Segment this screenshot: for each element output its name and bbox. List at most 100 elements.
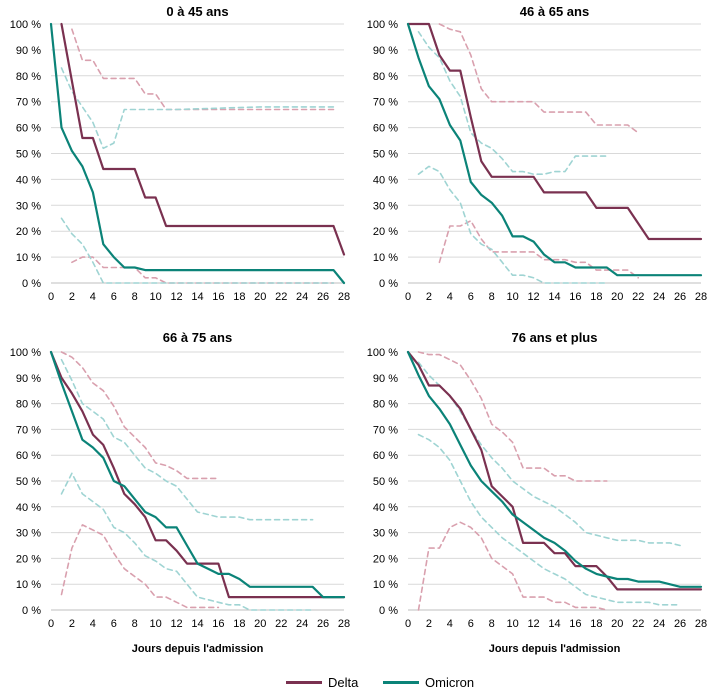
chart-panel-1: 0 % 10 % 20 % 30 % 40 % 50 % 60 % 70 % 80 % 90 % 1… [10,4,350,303]
ci-line-delta [438,23,639,134]
ci-line-omicron [60,358,314,521]
y-tick-label: 40 % [16,502,41,514]
y-tick-label: 20 % [16,553,41,565]
x-tick-label: 14 [548,291,560,303]
y-tick-label: 30 % [373,200,398,212]
y-tick-label: 100 % [367,347,398,359]
x-tick-label: 8 [132,291,138,303]
x-tick-label: 2 [426,291,432,303]
x-tick-label: 26 [317,618,329,630]
y-tick-label: 80 % [373,71,398,83]
y-tick-label: 50 % [373,476,398,488]
x-tick-label: 12 [170,618,182,630]
x-tick-label: 2 [69,291,75,303]
x-tick-label: 6 [111,618,117,630]
ci-line-omicron [417,361,681,547]
y-tick-label: 0 % [379,605,398,617]
series-line-omicron [406,350,703,588]
ci-line-delta [417,521,608,611]
x-tick-label: 22 [632,291,644,303]
x-tick-label: 12 [527,618,539,630]
y-tick-label: 60 % [16,123,41,135]
y-tick-label: 0 % [22,278,41,290]
chart-panel-4: 0 % 10 % 20 % 30 % 40 % 50 % 60 % 70 % 80 % 90 % 1… [367,330,707,655]
series-line-omicron [49,22,346,285]
x-tick-label: 26 [317,291,329,303]
chart-title: 0 à 45 ans [166,4,228,19]
y-tick-label: 100 % [10,347,41,359]
x-tick-label: 22 [275,291,287,303]
x-tick-label: 8 [489,291,495,303]
x-tick-label: 22 [275,618,287,630]
y-tick-label: 10 % [16,252,41,264]
legend-item-delta: Delta [286,672,358,692]
x-tick-label: 2 [426,618,432,630]
x-tick-label: 0 [48,618,54,630]
x-tick-label: 4 [90,618,96,630]
y-tick-label: 90 % [16,45,41,57]
x-tick-label: 18 [590,618,602,630]
series-line-delta [406,350,703,591]
y-tick-label: 60 % [373,123,398,135]
y-tick-label: 70 % [16,424,41,436]
x-tick-label: 0 [405,618,411,630]
y-tick-label: 30 % [373,528,398,540]
series-line-omicron [49,350,346,599]
legend: Delta Omicron [0,672,711,692]
x-axis-label: Jours depuis l'admission [132,643,264,655]
y-tick-label: 100 % [10,19,41,31]
x-tick-label: 28 [338,291,350,303]
x-tick-label: 16 [569,291,581,303]
x-tick-label: 10 [507,618,519,630]
x-tick-label: 24 [296,618,308,630]
legend-omicron-label: Omicron [425,674,475,690]
x-tick-label: 18 [590,291,602,303]
y-tick-label: 100 % [367,19,398,31]
y-tick-label: 10 % [16,579,41,591]
ci-line-delta [60,351,220,480]
x-tick-label: 22 [632,618,644,630]
x-tick-label: 14 [191,291,203,303]
x-tick-label: 0 [48,291,54,303]
y-tick-label: 40 % [373,174,398,186]
ci-line-omicron [417,31,608,175]
ci-line-omicron [60,472,314,611]
y-tick-label: 40 % [373,502,398,514]
series-line-omicron [406,22,703,277]
y-tick-label: 50 % [373,149,398,161]
x-tick-label: 10 [507,291,519,303]
x-tick-label: 10 [150,618,162,630]
x-tick-label: 14 [191,618,203,630]
series-line-delta [406,22,703,241]
y-tick-label: 80 % [16,71,41,83]
y-tick-label: 0 % [22,605,41,617]
x-tick-label: 20 [254,618,266,630]
x-tick-label: 28 [695,618,707,630]
x-tick-label: 26 [674,618,686,630]
x-tick-label: 20 [611,291,623,303]
x-tick-label: 26 [674,291,686,303]
y-tick-label: 50 % [16,149,41,161]
x-tick-label: 12 [170,291,182,303]
x-tick-label: 18 [233,618,245,630]
y-tick-label: 0 % [379,278,398,290]
chart-panel-3: 0 % 10 % 20 % 30 % 40 % 50 % 60 % 70 % 80 % 90 % 1… [10,330,350,655]
y-tick-label: 70 % [16,97,41,109]
chart-title: 76 ans et plus [512,330,598,345]
x-tick-label: 20 [611,618,623,630]
legend-item-omicron: Omicron [383,672,474,692]
x-tick-label: 28 [338,618,350,630]
y-tick-label: 60 % [16,450,41,462]
y-tick-label: 70 % [373,424,398,436]
ci-line-delta [438,220,639,279]
y-tick-label: 40 % [16,174,41,186]
x-tick-label: 2 [69,618,75,630]
ci-line-omicron [417,433,681,606]
y-tick-label: 90 % [16,373,41,385]
x-tick-label: 4 [90,291,96,303]
x-tick-label: 24 [653,291,665,303]
ci-line-delta [417,351,608,482]
y-tick-label: 80 % [16,399,41,411]
ci-line-omicron [417,165,608,284]
y-tick-label: 20 % [373,553,398,565]
